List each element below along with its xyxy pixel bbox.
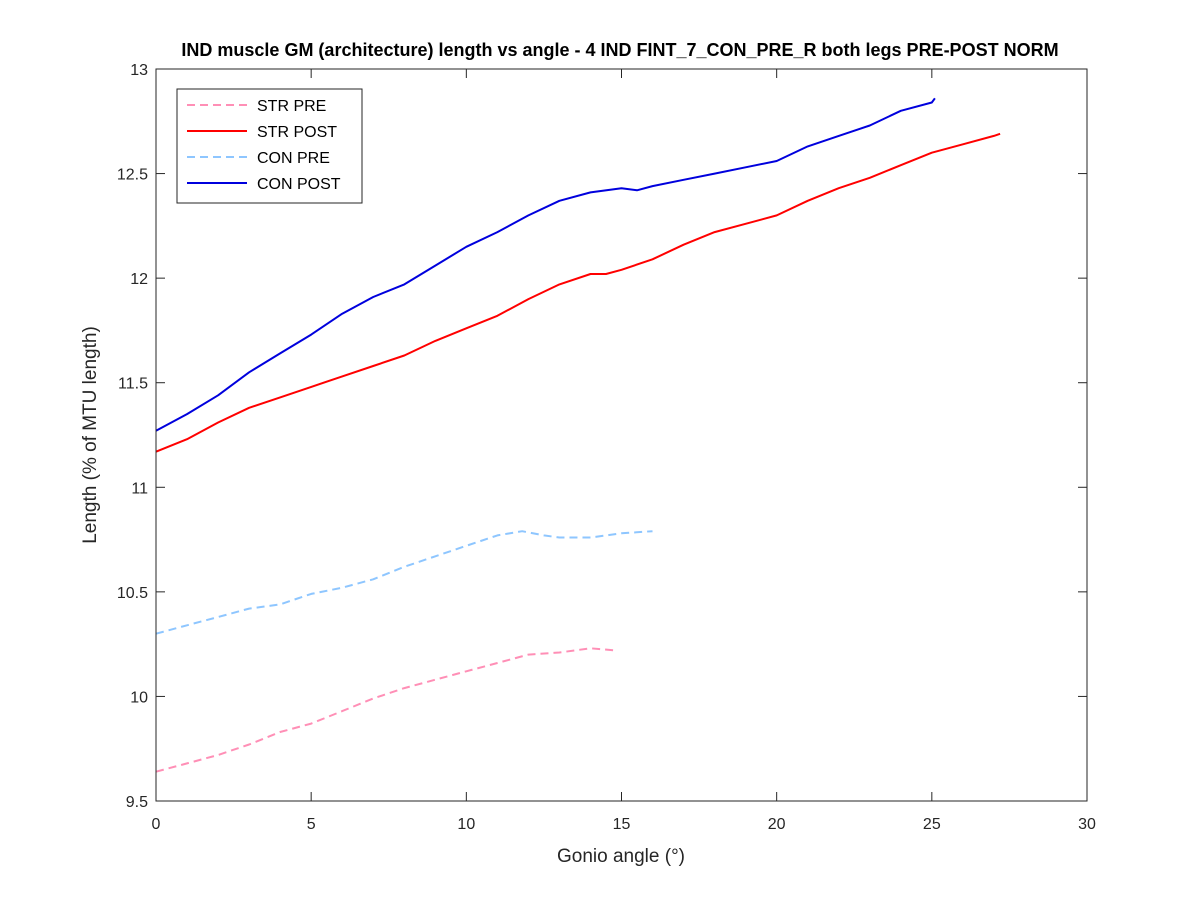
- x-tick-label: 20: [768, 816, 786, 833]
- y-tick-label: 9.5: [126, 794, 148, 811]
- y-tick-label: 12.5: [117, 167, 148, 184]
- legend: STR PRE STR POST CON PRE CON POST: [176, 88, 363, 204]
- y-tick-label: 12: [130, 271, 148, 288]
- chart-title: IND muscle GM (architecture) length vs a…: [181, 40, 1058, 60]
- x-axis-label: Gonio angle (°): [557, 846, 685, 867]
- x-tick-label: 30: [1078, 816, 1096, 833]
- x-tick-label: 25: [923, 816, 941, 833]
- series-layer: [155, 97, 1001, 773]
- legend-entry-2: CON PRE: [257, 150, 330, 167]
- series-line-2: [155, 530, 653, 635]
- series-line-3: [155, 97, 936, 432]
- legend-entry-3: CON POST: [257, 176, 341, 193]
- x-tick-label: 15: [613, 816, 631, 833]
- y-tick-label: 10: [130, 689, 148, 706]
- x-tick-label: 5: [307, 816, 316, 833]
- y-tick-label: 13: [130, 62, 148, 79]
- legend-entry-0: STR PRE: [257, 98, 326, 115]
- x-tick-label: 10: [457, 816, 475, 833]
- y-tick-label: 11: [131, 480, 148, 497]
- x-tick-label: 0: [152, 816, 161, 833]
- series-line-1: [155, 132, 1001, 453]
- axes: 0 5 10 15 20 25 30 9.5 10 10.5 11 11.5 12 12.5 13: [117, 62, 1096, 833]
- y-axis-label: Length (% of MTU length): [80, 326, 101, 544]
- y-tick-label: 11.5: [118, 376, 148, 393]
- y-tick-label: 10.5: [117, 585, 148, 602]
- legend-entry-1: STR POST: [257, 124, 337, 141]
- series-line-0: [155, 647, 616, 773]
